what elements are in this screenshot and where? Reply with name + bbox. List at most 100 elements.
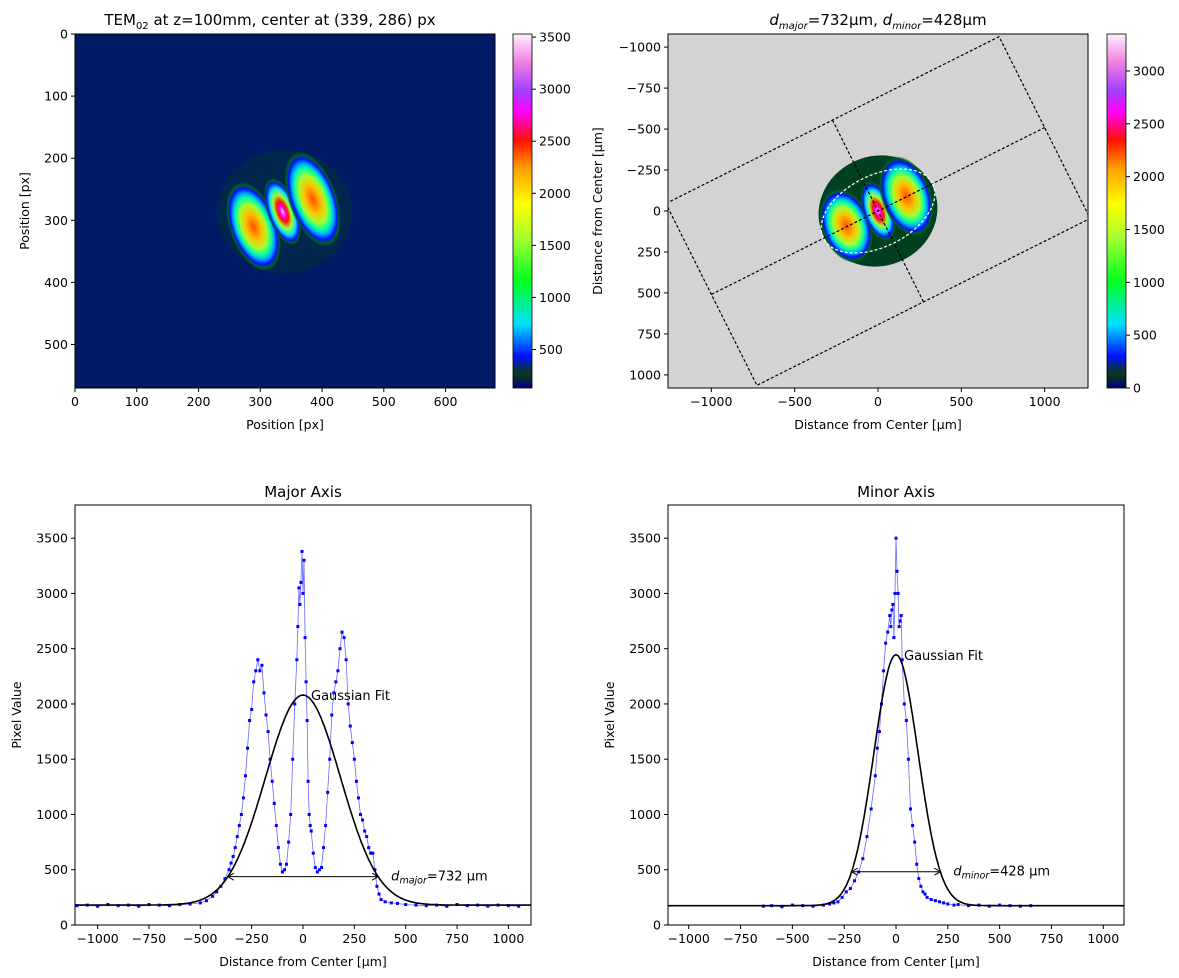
left-lobe bbox=[819, 188, 874, 263]
data-point bbox=[296, 625, 300, 629]
x-tick-label: 1000 bbox=[492, 931, 524, 946]
data-point bbox=[317, 868, 321, 872]
data-point bbox=[377, 892, 381, 896]
x-tick-label: 250 bbox=[936, 931, 960, 946]
data-point bbox=[260, 663, 264, 667]
data-point bbox=[342, 636, 346, 640]
y-tick-label: 1000 bbox=[629, 367, 661, 382]
diameter-label: dminor=428 µm bbox=[953, 865, 1050, 882]
colorbar-tick-label: 3000 bbox=[539, 82, 571, 97]
data-point bbox=[379, 898, 383, 902]
data-point bbox=[306, 779, 310, 783]
data-point bbox=[270, 779, 274, 783]
x-axis-label: Distance from Center [µm] bbox=[794, 417, 962, 432]
data-point bbox=[211, 894, 215, 898]
data-point bbox=[938, 900, 942, 904]
y-tick-label: 3500 bbox=[36, 531, 68, 546]
x-tick-label: −500 bbox=[777, 394, 811, 409]
y-tick-label: 3000 bbox=[629, 586, 661, 601]
data-line bbox=[763, 538, 1031, 908]
y-tick-label: 1500 bbox=[36, 752, 68, 767]
y-tick-label: 2500 bbox=[36, 641, 68, 656]
x-tick-label: 1000 bbox=[1029, 394, 1061, 409]
y-tick-label: 1000 bbox=[36, 807, 68, 822]
data-point bbox=[188, 902, 192, 906]
axes-frame bbox=[667, 504, 1125, 926]
data-point bbox=[297, 586, 301, 590]
x-tick-label: 0 bbox=[892, 931, 900, 946]
y-tick-label: 500 bbox=[637, 862, 661, 877]
x-tick-label: 500 bbox=[988, 931, 1012, 946]
data-point bbox=[367, 846, 371, 850]
data-point bbox=[811, 904, 815, 908]
data-point bbox=[889, 625, 893, 629]
data-point bbox=[285, 862, 289, 866]
data-point bbox=[913, 840, 917, 844]
data-point bbox=[375, 884, 379, 888]
x-axis-label: Position [px] bbox=[246, 417, 324, 432]
data-point bbox=[840, 895, 844, 899]
data-line bbox=[77, 551, 519, 907]
data-point bbox=[911, 824, 915, 828]
axes-frame bbox=[74, 504, 532, 926]
data-point bbox=[906, 757, 910, 761]
data-point bbox=[96, 904, 100, 908]
data-point bbox=[241, 796, 245, 800]
x-axis-label: Distance from Center [µm] bbox=[219, 954, 387, 969]
data-point bbox=[356, 796, 360, 800]
data-point bbox=[909, 807, 913, 811]
data-point bbox=[929, 898, 933, 902]
data-point bbox=[304, 680, 308, 684]
data-point bbox=[486, 904, 490, 908]
data-point bbox=[262, 691, 266, 695]
data-point bbox=[334, 680, 338, 684]
data-point bbox=[923, 892, 927, 896]
data-point bbox=[917, 877, 921, 881]
data-point bbox=[369, 851, 373, 855]
data-point bbox=[298, 602, 302, 606]
data-point bbox=[836, 900, 840, 904]
data-point bbox=[844, 890, 848, 894]
colorbar-tick-label: 3000 bbox=[1133, 63, 1165, 78]
data-point bbox=[424, 904, 428, 908]
y-tick-label: 0 bbox=[60, 27, 68, 42]
x-tick-label: −1000 bbox=[690, 394, 732, 409]
data-point bbox=[897, 625, 901, 629]
data-point bbox=[848, 887, 852, 891]
data-point bbox=[946, 902, 950, 906]
data-point bbox=[231, 854, 235, 858]
data-point bbox=[305, 719, 309, 723]
data-point bbox=[300, 549, 304, 553]
y-axis-label: Pixel Value bbox=[9, 681, 24, 749]
y-tick-label: −1000 bbox=[619, 40, 661, 55]
data-point bbox=[276, 846, 280, 850]
data-point bbox=[363, 829, 367, 833]
data-point bbox=[330, 713, 334, 717]
data-point bbox=[942, 901, 946, 905]
x-tick-label: 0 bbox=[299, 931, 307, 946]
data-point bbox=[338, 647, 342, 651]
colorbar-tick-label: 1500 bbox=[1133, 222, 1165, 237]
data-point bbox=[933, 899, 937, 903]
data-point bbox=[246, 746, 250, 750]
data-point bbox=[283, 868, 287, 872]
data-point bbox=[319, 866, 323, 870]
arrow-head-right bbox=[371, 872, 380, 881]
y-tick-label: 2000 bbox=[629, 696, 661, 711]
data-point bbox=[900, 658, 904, 662]
y-tick-label: 500 bbox=[44, 337, 68, 352]
gaussian-fit-label: Gaussian Fit bbox=[904, 649, 983, 664]
data-point bbox=[291, 757, 295, 761]
colorbar-tick-label: 2000 bbox=[1133, 169, 1165, 184]
data-point bbox=[243, 774, 247, 778]
data-point bbox=[373, 868, 377, 872]
data-point bbox=[239, 812, 243, 816]
arrow-head-left bbox=[850, 867, 858, 876]
data-point bbox=[354, 779, 358, 783]
data-point bbox=[890, 608, 894, 612]
data-point bbox=[896, 591, 900, 595]
x-tick-label: 300 bbox=[248, 394, 272, 409]
arrow-head-left bbox=[226, 872, 235, 881]
x-axis-label: Distance from Center [µm] bbox=[812, 954, 980, 969]
y-tick-label: 0 bbox=[653, 204, 661, 219]
